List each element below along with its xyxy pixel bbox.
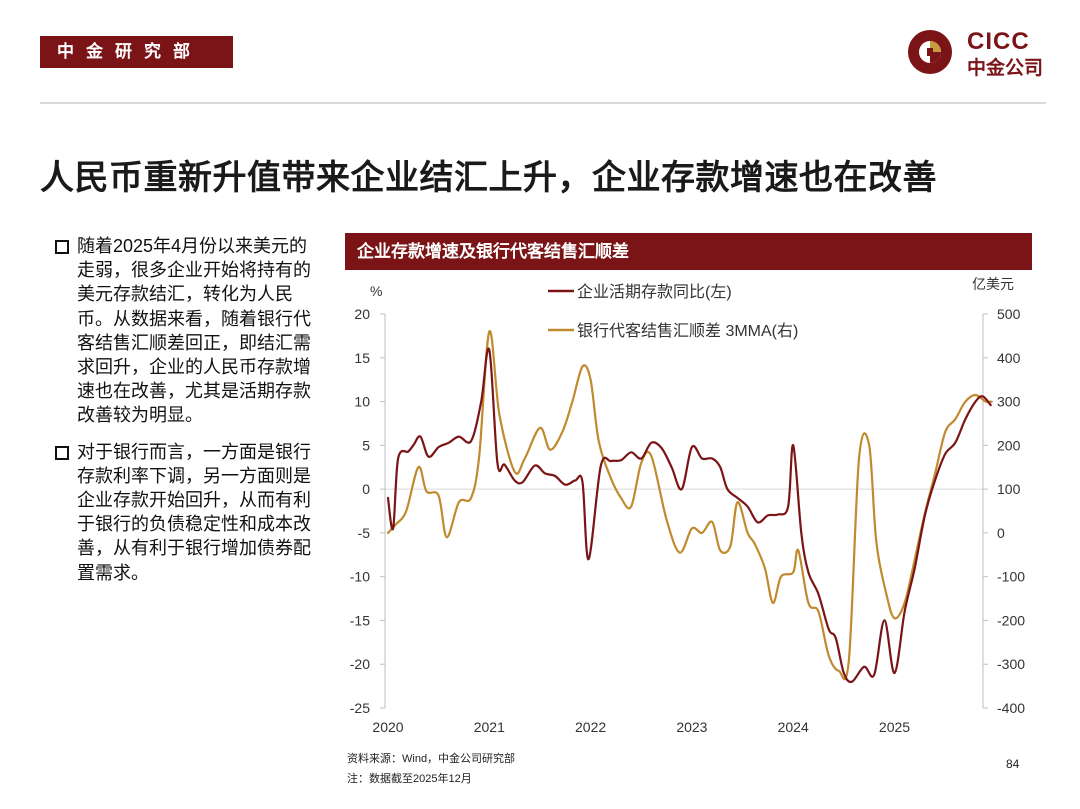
x-tick-label: 2025 bbox=[879, 719, 910, 735]
bullet-list: 随着2025年4月份以来美元的走弱，很多企业开始将持有的美元存款结汇，转化为人民… bbox=[55, 234, 317, 597]
left-y-tick-label: -20 bbox=[350, 656, 370, 672]
cicc-logo-mark-icon bbox=[908, 30, 952, 74]
left-y-tick-label: 5 bbox=[362, 437, 370, 453]
right-y-tick-label: -300 bbox=[997, 656, 1025, 672]
right-y-tick-label: -400 bbox=[997, 700, 1025, 716]
page-title: 人民币重新升值带来企业结汇上升，企业存款增速也在改善 bbox=[40, 159, 937, 197]
right-y-tick-label: 0 bbox=[997, 525, 1005, 541]
logo-text-cn: 中金公司 bbox=[967, 58, 1044, 79]
left-y-tick-label: 15 bbox=[354, 350, 370, 366]
x-tick-label: 2022 bbox=[575, 719, 606, 735]
legend-label: 银行代客结售汇顺差 3MMA(右) bbox=[577, 322, 798, 340]
series-line-fx-surplus bbox=[386, 330, 993, 681]
right-y-tick-label: 200 bbox=[997, 437, 1021, 453]
bullet-item-2: 对于银行而言，一方面是银行存款利率下调，另一方面则是企业存款开始回升，从而有利于… bbox=[55, 440, 317, 585]
bullet-item-1: 随着2025年4月份以来美元的走弱，很多企业开始将持有的美元存款结汇，转化为人民… bbox=[55, 234, 317, 428]
page-number: 84 bbox=[1006, 757, 1020, 771]
chart-title: 企业存款增速及银行代客结售汇顺差 bbox=[345, 233, 1032, 270]
bullet-text-1: 随着2025年4月份以来美元的走弱，很多企业开始将持有的美元存款结汇，转化为人民… bbox=[77, 236, 311, 426]
department-tag: 中金研究部 bbox=[40, 36, 233, 68]
header-divider bbox=[40, 102, 1046, 104]
right-axis-unit: 亿美元 bbox=[972, 276, 1014, 292]
left-y-tick-label: -5 bbox=[358, 525, 371, 541]
square-bullet-icon bbox=[55, 445, 69, 460]
x-tick-label: 2023 bbox=[676, 719, 707, 735]
x-tick-label: 2020 bbox=[372, 719, 403, 735]
left-y-tick-label: 10 bbox=[354, 394, 370, 410]
left-y-tick-label: -10 bbox=[350, 569, 370, 585]
left-axis-unit: % bbox=[370, 283, 382, 299]
logo-text-en: CICC bbox=[967, 28, 1030, 55]
footer-note: 注：数据截至2025年12月 bbox=[347, 773, 472, 785]
series-line-deposit-growth bbox=[386, 347, 992, 684]
left-y-tick-label: 0 bbox=[362, 481, 370, 497]
x-tick-label: 2024 bbox=[778, 719, 809, 735]
right-y-tick-label: -200 bbox=[997, 612, 1025, 628]
left-y-tick-label: 20 bbox=[354, 306, 370, 322]
bullet-text-2: 对于银行而言，一方面是银行存款利率下调，另一方面则是企业存款开始回升，从而有利于… bbox=[77, 441, 311, 583]
right-y-tick-label: 500 bbox=[997, 306, 1021, 322]
right-y-tick-label: -100 bbox=[997, 569, 1025, 585]
footer-source: 资料来源：Wind，中金公司研究部 bbox=[347, 753, 516, 765]
x-tick-label: 2021 bbox=[474, 719, 505, 735]
right-y-tick-label: 300 bbox=[997, 394, 1021, 410]
right-y-tick-label: 400 bbox=[997, 350, 1021, 366]
legend-label: 企业活期存款同比(左) bbox=[577, 283, 732, 301]
left-y-tick-label: -25 bbox=[350, 700, 370, 716]
left-y-tick-label: -15 bbox=[350, 612, 370, 628]
right-y-tick-label: 100 bbox=[997, 481, 1021, 497]
square-bullet-icon bbox=[55, 240, 69, 254]
cicc-logo: CICC 中金公司 bbox=[905, 26, 1055, 80]
